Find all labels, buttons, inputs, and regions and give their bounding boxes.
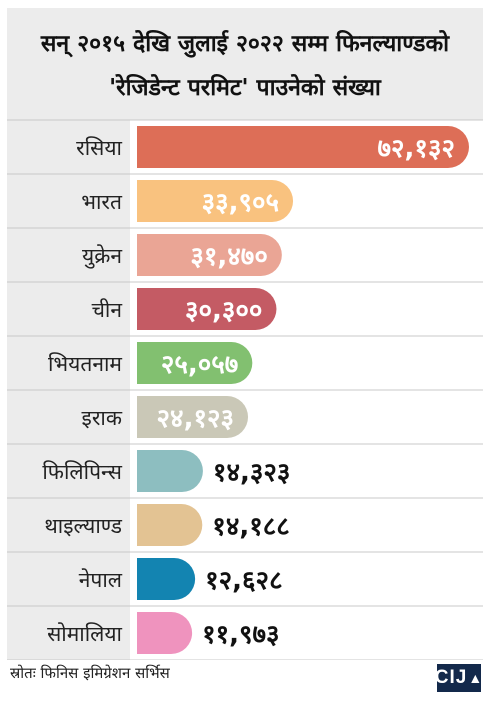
bar [137, 180, 294, 222]
bar [137, 396, 249, 438]
bar [137, 558, 196, 600]
chart-title-line-2: 'रेजिडेन्ट परमिट' पाउनेको संख्या [109, 75, 381, 101]
value-label: १४,३२३ [213, 458, 290, 488]
value-label: ३३,९०५ [202, 188, 279, 218]
title-box: सन् २०१५ देखि जुलाई २०२२ सम्म फिनल्याण्ड… [7, 8, 483, 120]
chart-title-line-1: सन् २०१५ देखि जुलाई २०२२ सम्म फिनल्याण्ड… [40, 31, 450, 57]
value-label: ७२,१३२ [378, 134, 455, 164]
bar [137, 450, 203, 492]
value-label: २५,०५७ [161, 350, 238, 380]
bar [137, 234, 282, 276]
bar [137, 612, 193, 654]
category-label: चीन [92, 298, 123, 322]
category-label: युक्रेन [82, 244, 122, 269]
category-label: भियतनाम [48, 352, 122, 376]
bar [137, 342, 253, 384]
value-label: २४,१२३ [157, 404, 234, 434]
category-label: इराक [82, 406, 123, 430]
cij-logo: CIJ ▲ [434, 664, 484, 692]
logo-text: CIJ [434, 667, 468, 688]
source-note: स्रोतः फिनिस इमिग्रेशन सर्भिस [10, 664, 170, 682]
category-label: भारत [81, 190, 123, 214]
value-label: ३०,३०० [185, 296, 262, 326]
category-label: सोमालिया [47, 622, 122, 646]
bar [137, 504, 203, 546]
value-label: ११,९७३ [202, 620, 279, 650]
category-label: फिलिपिन्स [42, 460, 122, 484]
category-label: थाइल्याण्ड [44, 514, 122, 538]
value-label: ३१,४७० [190, 242, 267, 272]
value-label: १४,१८८ [212, 512, 289, 542]
category-label: रसिया [76, 136, 122, 160]
bar [137, 126, 469, 168]
bar-chart: रसिया ७२,१३२ भारत ३३,९०५ युक्रेन ३१,४७० चीन ३०,… [7, 119, 483, 660]
bar [137, 288, 277, 330]
up-arrow-icon: ▲ [468, 670, 484, 686]
category-label: नेपाल [79, 568, 123, 592]
value-label: १२,६२८ [205, 566, 282, 596]
